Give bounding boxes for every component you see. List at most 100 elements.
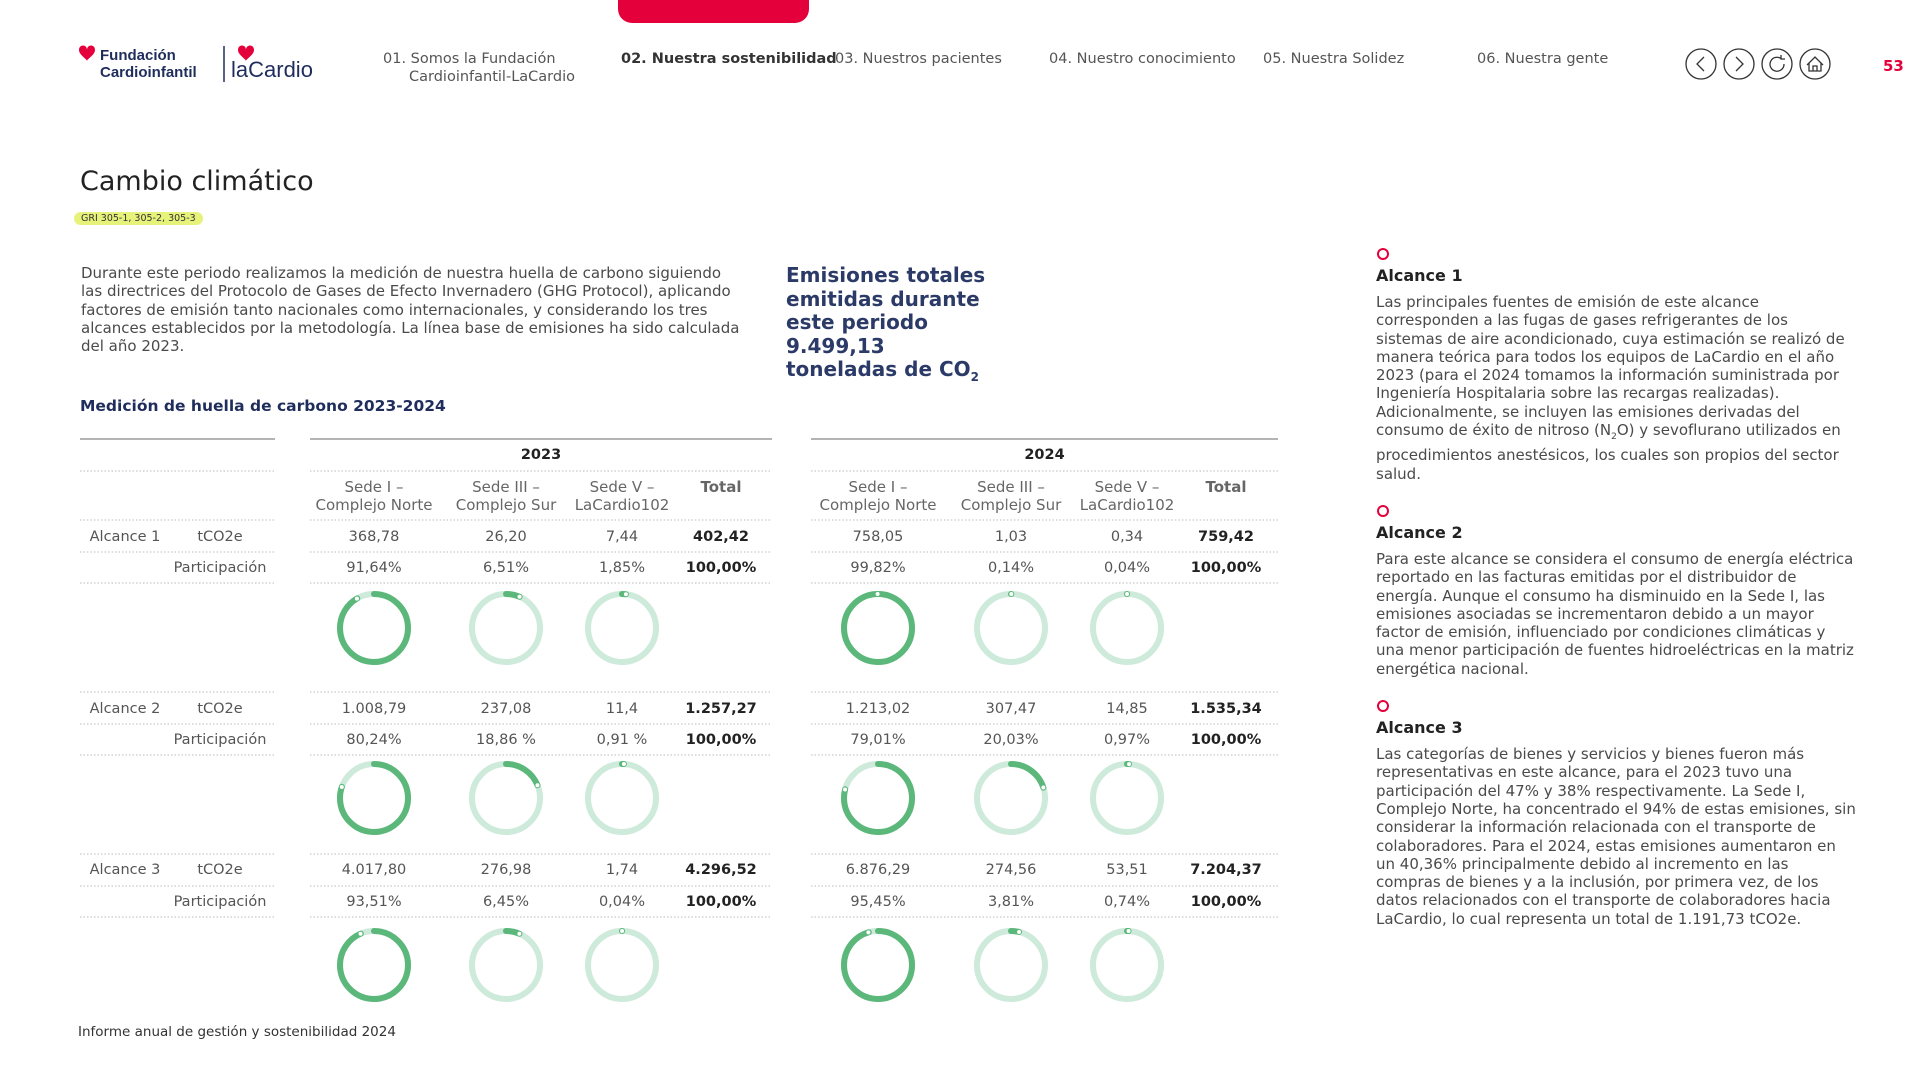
prev-button[interactable] xyxy=(1685,48,1717,80)
column-header: Sede III – Complejo Sur xyxy=(455,478,557,514)
share-cell: 6,51% xyxy=(482,560,530,576)
column-header: Sede V – LaCardio102 xyxy=(574,478,670,514)
donut-track xyxy=(469,928,543,1002)
donut-dot xyxy=(1125,592,1130,597)
donut-track xyxy=(469,591,543,665)
emission-cell: 276,98 xyxy=(480,862,532,878)
donut-track xyxy=(1090,761,1164,835)
column-header: Sede I – Complejo Norte xyxy=(315,478,433,514)
home-button[interactable] xyxy=(1799,48,1831,80)
emission-cell: 368,78 xyxy=(348,529,400,545)
donut-arc xyxy=(469,591,543,665)
scope-text-before: Para este alcance se considera el consum… xyxy=(1376,549,1854,678)
reload-button[interactable] xyxy=(1761,48,1793,80)
row-label: Participación xyxy=(173,732,267,748)
nav-item[interactable]: 03. Nuestros pacientes xyxy=(835,51,1002,67)
donut-arc xyxy=(337,928,411,1002)
scope-text-sub: 2 xyxy=(1611,432,1617,443)
scope-section: Alcance 2 Para este alcance se considera … xyxy=(1376,504,1856,678)
scope-section: Alcance 3 Las categorías de bienes y serv… xyxy=(1376,700,1856,928)
share-cell: 3,81% xyxy=(987,894,1035,910)
share-cell: 100,00% xyxy=(1190,732,1262,748)
column-header: Sede V – LaCardio102 xyxy=(1079,478,1175,514)
donut-track xyxy=(974,591,1048,665)
emission-cell: 4.296,52 xyxy=(685,862,757,878)
logo: Fundación Cardioinfantil laCardio xyxy=(79,45,313,82)
donut-arc xyxy=(469,761,543,835)
donut-dot xyxy=(621,762,626,767)
scope-section: Alcance 1 Las principales fuentes de emis… xyxy=(1376,248,1856,483)
nav-item[interactable]: 06. Nuestra gente xyxy=(1477,51,1609,67)
emission-cell: 1.257,27 xyxy=(685,701,757,717)
share-cell: 100,00% xyxy=(1190,894,1262,910)
share-cell: 99,82% xyxy=(850,560,906,576)
row-label: tCO2e xyxy=(197,701,243,717)
page-number: 53 xyxy=(1883,57,1904,75)
nav-item[interactable]: 02. Nuestra sostenibilidad xyxy=(621,51,837,67)
scope-marker xyxy=(1377,504,1389,517)
donut-dot xyxy=(1126,929,1131,934)
donut-track xyxy=(585,761,659,835)
donut-arc xyxy=(585,591,659,665)
intro: Durante este periodo realizamos la medic… xyxy=(81,264,740,356)
share-cell: 6,45% xyxy=(482,894,530,910)
share-cell: 93,51% xyxy=(346,894,402,910)
scope-marker xyxy=(1377,700,1389,713)
share-cell: 0,04% xyxy=(1103,560,1151,576)
scope-label: Alcance 1 xyxy=(89,529,161,545)
share-cell: 80,24% xyxy=(346,732,402,748)
scope-title: Alcance 2 xyxy=(1376,522,1463,542)
scope-text: Las principales fuentes de emisión de es… xyxy=(1376,293,1856,483)
scope-text-before: Las principales fuentes de emisión de es… xyxy=(1376,293,1845,440)
next-button[interactable] xyxy=(1723,48,1755,80)
row-label: Participación xyxy=(173,560,267,576)
nav-item[interactable]: 04. Nuestro conocimiento xyxy=(1049,51,1236,67)
share-cell: 95,45% xyxy=(850,894,906,910)
year-header: 2023 xyxy=(520,447,562,463)
donut-dot xyxy=(358,931,363,936)
nav-item[interactable]: 05. Nuestra Solidez xyxy=(1263,51,1405,67)
emission-cell: 0,34 xyxy=(1110,529,1144,545)
highlight: Emisiones totales emitidas durante este … xyxy=(786,263,996,390)
heart xyxy=(79,45,95,61)
donut-arc xyxy=(841,761,915,835)
donut-arc xyxy=(337,591,411,665)
donut-dot xyxy=(843,787,848,792)
share-cell: 100,00% xyxy=(685,894,757,910)
share-cell: 20,03% xyxy=(983,732,1039,748)
share-cell: 0,04% xyxy=(598,894,646,910)
emission-cell: 1.008,79 xyxy=(341,701,407,717)
donut-dot xyxy=(875,592,880,597)
emission-cell: 4.017,80 xyxy=(341,862,407,878)
donut-dot xyxy=(1041,785,1046,790)
emission-cell: 11,4 xyxy=(605,701,639,717)
highlight-text: Emisiones totales emitidas durante este … xyxy=(786,263,986,381)
row-label: tCO2e xyxy=(197,529,243,545)
donut-arc xyxy=(841,591,915,665)
row-label: Participación xyxy=(173,894,267,910)
donut-dot xyxy=(535,783,540,788)
donut-track xyxy=(974,928,1048,1002)
emission-cell: 7.204,37 xyxy=(1190,862,1262,878)
heart xyxy=(238,45,254,61)
share-cell: 1,85% xyxy=(598,560,646,576)
share-cell: 18,86 % xyxy=(476,732,536,748)
share-cell: 100,00% xyxy=(685,560,757,576)
emission-cell: 402,42 xyxy=(693,529,749,545)
scope-text-after: O) y sevoflurano utilizados en procedimi… xyxy=(1376,421,1841,483)
title: Cambio climático xyxy=(80,166,314,197)
active-tab xyxy=(618,0,809,23)
share-cell: 0,14% xyxy=(987,560,1035,576)
emission-cell: 759,42 xyxy=(1198,529,1254,545)
nav-item[interactable]: 01. Somos la Fundación Cardioinfantil-La… xyxy=(383,51,575,85)
donut-arc xyxy=(337,761,411,835)
donut-arc xyxy=(841,928,915,1002)
donut-track xyxy=(1090,928,1164,1002)
donut-dot xyxy=(339,785,344,790)
table-title: Medición de huella de carbono 2023-2024 xyxy=(80,397,446,415)
scope-text-before: Las categorías de bienes y servicios y b… xyxy=(1376,745,1856,928)
footer: Informe anual de gestión y sostenibilida… xyxy=(78,1024,396,1040)
scope-text: Las categorías de bienes y servicios y b… xyxy=(1376,745,1856,928)
